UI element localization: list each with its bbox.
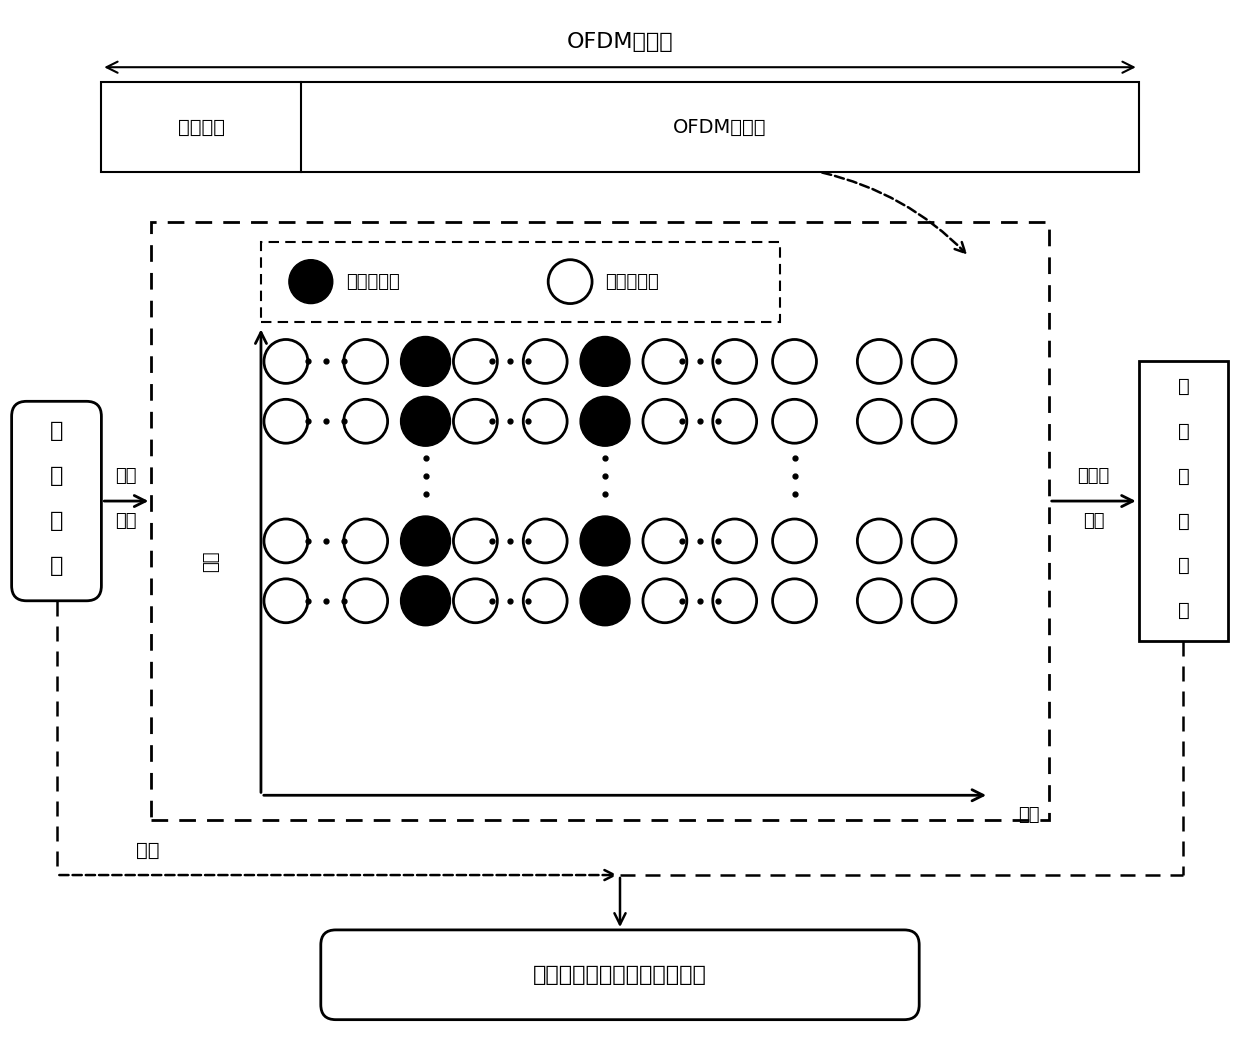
Bar [1138, 361, 1229, 640]
Text: 时频域: 时频域 [1078, 467, 1110, 485]
Circle shape [401, 576, 450, 626]
Text: 数: 数 [1178, 602, 1189, 620]
Bar [102, 82, 1138, 172]
Text: 缩: 缩 [1178, 422, 1189, 440]
Bar [151, 222, 1049, 820]
Circle shape [580, 397, 630, 447]
Text: 参: 参 [1178, 556, 1189, 576]
Text: 一帧: 一帧 [202, 550, 219, 572]
Text: 数据子载波: 数据子载波 [605, 273, 658, 290]
Text: 获得: 获得 [115, 512, 138, 530]
Text: 频域: 频域 [1018, 806, 1039, 824]
Circle shape [580, 336, 630, 386]
Text: 知: 知 [1178, 511, 1189, 531]
Text: 先: 先 [50, 422, 63, 441]
Text: 信: 信 [50, 511, 63, 531]
FancyBboxPatch shape [321, 930, 919, 1020]
Text: 压: 压 [1178, 377, 1189, 396]
Circle shape [580, 576, 630, 626]
Text: 获得: 获得 [1083, 512, 1105, 530]
Circle shape [580, 516, 630, 566]
Bar [260, 242, 780, 322]
Text: OFDM信号帧: OFDM信号帧 [567, 32, 673, 52]
Text: 基于压缩感知的限幅噪声估计: 基于压缩感知的限幅噪声估计 [533, 965, 707, 985]
Circle shape [401, 397, 450, 447]
Text: 辅助: 辅助 [136, 841, 160, 860]
Circle shape [401, 336, 450, 386]
Text: 虚拟子载波: 虚拟子载波 [346, 273, 399, 290]
Text: 息: 息 [50, 556, 63, 576]
Text: 保护间隔: 保护间隔 [177, 118, 224, 136]
Text: 验: 验 [50, 466, 63, 486]
Text: 时域: 时域 [115, 467, 138, 485]
Circle shape [401, 516, 450, 566]
Text: 感: 感 [1178, 466, 1189, 485]
FancyBboxPatch shape [11, 402, 102, 601]
Text: OFDM数据块: OFDM数据块 [673, 118, 766, 136]
Circle shape [289, 259, 332, 304]
